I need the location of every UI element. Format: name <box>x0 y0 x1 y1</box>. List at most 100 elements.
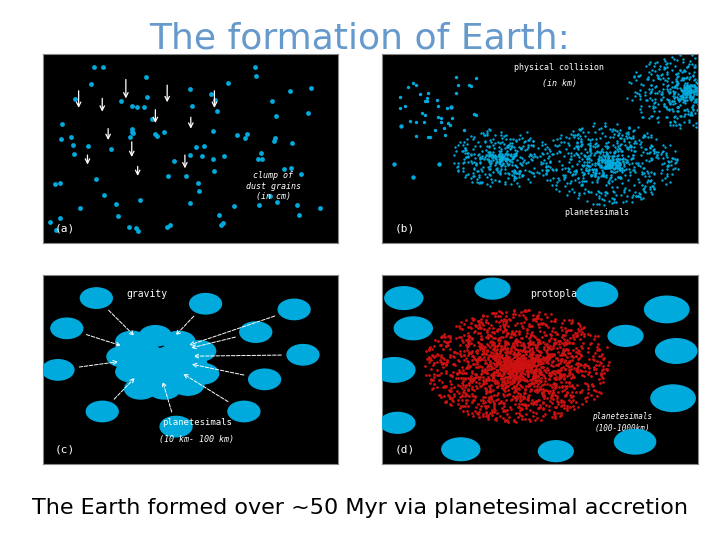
Point <box>557 370 569 379</box>
Point <box>510 336 522 345</box>
Point <box>535 348 546 356</box>
Point <box>581 379 593 388</box>
Point <box>509 152 521 160</box>
Point <box>516 144 527 152</box>
Point <box>690 85 702 94</box>
Point <box>546 345 557 353</box>
Point <box>482 331 493 340</box>
Point <box>423 357 435 366</box>
Point <box>461 354 472 362</box>
Point <box>644 147 656 156</box>
Point <box>513 362 524 371</box>
Point <box>495 168 506 177</box>
Point <box>526 378 538 387</box>
Point <box>519 313 531 322</box>
Point <box>127 129 139 138</box>
Point <box>514 364 526 373</box>
Point <box>496 350 508 359</box>
Point <box>452 162 464 171</box>
Point <box>678 81 690 90</box>
Point <box>498 399 510 407</box>
Point <box>232 131 243 139</box>
Point <box>661 68 672 77</box>
Point <box>423 346 434 354</box>
Point <box>565 149 577 158</box>
Point <box>552 368 564 376</box>
Point <box>589 143 600 152</box>
Point <box>593 155 604 164</box>
Point <box>553 187 564 196</box>
Point <box>577 339 589 347</box>
Point <box>500 352 511 360</box>
Point <box>625 143 636 152</box>
Point <box>609 167 621 176</box>
Point <box>472 167 483 176</box>
Point <box>600 191 611 199</box>
Point <box>585 172 597 180</box>
Point <box>482 331 494 340</box>
Point <box>611 154 623 163</box>
Point <box>647 112 658 120</box>
Point <box>460 341 472 350</box>
Point <box>566 318 577 327</box>
Point <box>543 355 554 363</box>
Point <box>507 366 518 374</box>
Point <box>616 154 628 163</box>
Point <box>485 158 497 167</box>
Point <box>496 403 508 412</box>
Point <box>575 125 587 133</box>
Point <box>490 152 502 161</box>
Point <box>547 395 559 403</box>
Point <box>541 356 552 365</box>
Point <box>528 398 539 407</box>
Point <box>524 321 536 330</box>
Point <box>613 144 625 152</box>
Point <box>482 411 493 420</box>
Point <box>636 181 647 190</box>
Point <box>608 159 620 168</box>
Point <box>521 158 532 167</box>
Point <box>507 312 518 321</box>
Point <box>612 119 624 128</box>
Point <box>457 366 469 374</box>
Point <box>662 161 673 170</box>
Point <box>500 345 512 353</box>
Point <box>578 170 590 179</box>
Point <box>634 193 646 201</box>
Point <box>562 388 573 397</box>
Point <box>513 355 524 364</box>
Point <box>437 359 449 368</box>
Point <box>507 153 518 162</box>
Point <box>628 71 639 80</box>
Point <box>600 161 612 170</box>
Point <box>436 377 447 386</box>
Point <box>605 167 616 176</box>
Point <box>582 167 594 176</box>
Point <box>477 162 488 171</box>
Point <box>512 362 523 371</box>
Point <box>500 382 511 391</box>
Point <box>528 356 539 365</box>
Point <box>602 161 613 170</box>
Point <box>613 173 624 181</box>
Point <box>439 333 451 342</box>
Point <box>684 86 696 95</box>
Point <box>498 369 509 378</box>
Point <box>517 391 528 400</box>
Point <box>678 93 689 102</box>
Point <box>624 186 635 194</box>
Point <box>449 361 460 369</box>
Point <box>624 159 635 168</box>
Point <box>481 369 492 377</box>
Point <box>518 393 529 402</box>
Point <box>645 88 657 97</box>
Point <box>642 176 653 184</box>
Point <box>426 351 437 360</box>
Point <box>533 403 544 412</box>
Point <box>516 360 528 369</box>
Point <box>582 140 593 149</box>
Point <box>500 358 511 367</box>
Point <box>549 414 561 422</box>
Point <box>609 164 621 173</box>
Point <box>535 160 546 168</box>
